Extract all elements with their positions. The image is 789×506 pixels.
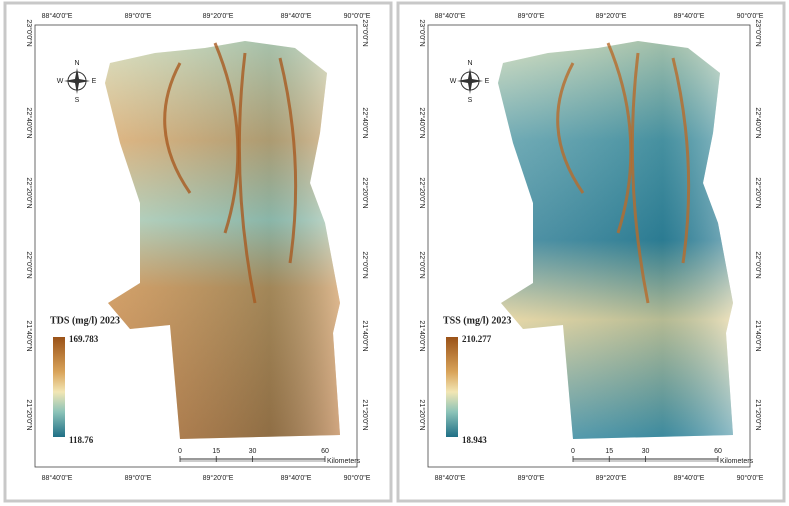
- legend-max: 169.783: [69, 334, 99, 344]
- right-coordinate-label: 23°0'0"N: [361, 19, 369, 46]
- land-shading: [105, 41, 340, 439]
- scale-tick-label: 30: [642, 448, 650, 455]
- right-coordinate-label: 22°20'0"N: [754, 177, 762, 208]
- right-coordinate-label: 23°0'0"N: [754, 19, 762, 46]
- compass-w: W: [450, 78, 457, 85]
- top-coordinate-label: 89°20'0"E: [203, 12, 234, 20]
- bottom-coordinate-label: 89°0'0"E: [125, 474, 152, 482]
- river-channel: [163, 62, 192, 194]
- top-coordinate-label: 89°40'0"E: [674, 12, 705, 20]
- bottom-coordinate-label: 89°40'0"E: [281, 474, 312, 482]
- right-coordinate-label: 22°40'0"N: [361, 107, 369, 138]
- river-channel: [630, 52, 650, 304]
- compass-star: [64, 68, 90, 94]
- legend-colorbar: [53, 337, 65, 437]
- left-coordinate-label: 21°20'0"N: [418, 399, 426, 430]
- scale-tick-label: 15: [605, 448, 613, 455]
- bottom-coordinate-label: 89°20'0"E: [203, 474, 234, 482]
- river-channel: [671, 57, 691, 264]
- scale-tick-label: 60: [714, 448, 722, 455]
- legend-title: TDS (mg/l) 2023: [50, 315, 120, 326]
- left-coordinate-label: 22°40'0"N: [418, 107, 426, 138]
- scale-tick-label: 30: [249, 448, 257, 455]
- right-coordinate-label: 21°20'0"N: [361, 399, 369, 430]
- scale-tick-label: 0: [178, 448, 182, 455]
- legend-min: 118.76: [69, 435, 94, 445]
- compass-n: N: [467, 60, 472, 67]
- legend-colorbar: [446, 337, 458, 437]
- compass-n: N: [74, 60, 79, 67]
- river-channel: [606, 42, 633, 234]
- north-arrow: N S E W: [57, 60, 97, 104]
- right-coordinate-label: 22°20'0"N: [361, 177, 369, 208]
- bottom-coordinate-label: 88°40'0"E: [435, 474, 466, 482]
- top-coordinate-label: 89°20'0"E: [596, 12, 627, 20]
- river-channel: [278, 57, 298, 264]
- compass-w: W: [57, 78, 64, 85]
- map-panel: 88°40'0"E 89°0'0"E 89°20'0"E 89°40'0"E 90°0'…: [3, 1, 393, 503]
- left-coordinate-label: 22°0'0"N: [418, 251, 426, 278]
- left-coordinate-label: 23°0'0"N: [25, 19, 33, 46]
- top-coordinate-label: 90°0'0"E: [737, 12, 764, 20]
- scale-tick-label: 60: [321, 448, 329, 455]
- bottom-coordinate-label: 89°40'0"E: [674, 474, 705, 482]
- left-coordinate-label: 22°0'0"N: [25, 251, 33, 278]
- north-arrow: N S E W: [450, 60, 490, 104]
- bottom-coordinate-label: 90°0'0"E: [737, 474, 764, 482]
- scale-tick-label: 0: [571, 448, 575, 455]
- left-coordinate-label: 22°20'0"N: [418, 177, 426, 208]
- scale-tick-label: 15: [212, 448, 220, 455]
- left-coordinate-label: 23°0'0"N: [418, 19, 426, 46]
- land-shading: [498, 41, 733, 439]
- legend-max: 210.277: [462, 334, 492, 344]
- right-coordinate-label: 22°40'0"N: [754, 107, 762, 138]
- compass-s: S: [468, 97, 473, 104]
- top-coordinate-label: 89°0'0"E: [125, 12, 152, 20]
- compass-star: [457, 68, 483, 94]
- left-coordinate-label: 21°20'0"N: [25, 399, 33, 430]
- legend-min: 18.943: [462, 435, 487, 445]
- bottom-coordinate-label: 89°0'0"E: [518, 474, 545, 482]
- right-coordinate-label: 21°20'0"N: [754, 399, 762, 430]
- left-coordinate-label: 22°20'0"N: [25, 177, 33, 208]
- scale-unit: Kilometers: [720, 458, 754, 465]
- bottom-coordinate-label: 90°0'0"E: [344, 474, 371, 482]
- bottom-coordinate-label: 89°20'0"E: [596, 474, 627, 482]
- river-channel: [556, 62, 585, 194]
- right-coordinate-label: 22°0'0"N: [361, 251, 369, 278]
- top-coordinate-label: 90°0'0"E: [344, 12, 371, 20]
- top-coordinate-label: 88°40'0"E: [435, 12, 466, 20]
- river-channel: [237, 52, 257, 304]
- top-coordinate-label: 88°40'0"E: [42, 12, 73, 20]
- scale-unit: Kilometers: [327, 458, 361, 465]
- left-coordinate-label: 21°40'0"N: [418, 320, 426, 351]
- right-coordinate-label: 22°0'0"N: [754, 251, 762, 278]
- compass-e: E: [485, 78, 490, 85]
- left-coordinate-label: 21°40'0"N: [25, 320, 33, 351]
- compass-s: S: [75, 97, 80, 104]
- top-coordinate-label: 89°40'0"E: [281, 12, 312, 20]
- right-coordinate-label: 21°40'0"N: [754, 320, 762, 351]
- right-coordinate-label: 21°40'0"N: [361, 320, 369, 351]
- compass-e: E: [92, 78, 97, 85]
- legend-title: TSS (mg/l) 2023: [443, 315, 511, 326]
- map-panel: 88°40'0"E 89°0'0"E 89°20'0"E 89°40'0"E 90°0'…: [396, 1, 786, 503]
- river-channel: [213, 42, 240, 234]
- top-coordinate-label: 89°0'0"E: [518, 12, 545, 20]
- bottom-coordinate-label: 88°40'0"E: [42, 474, 73, 482]
- left-coordinate-label: 22°40'0"N: [25, 107, 33, 138]
